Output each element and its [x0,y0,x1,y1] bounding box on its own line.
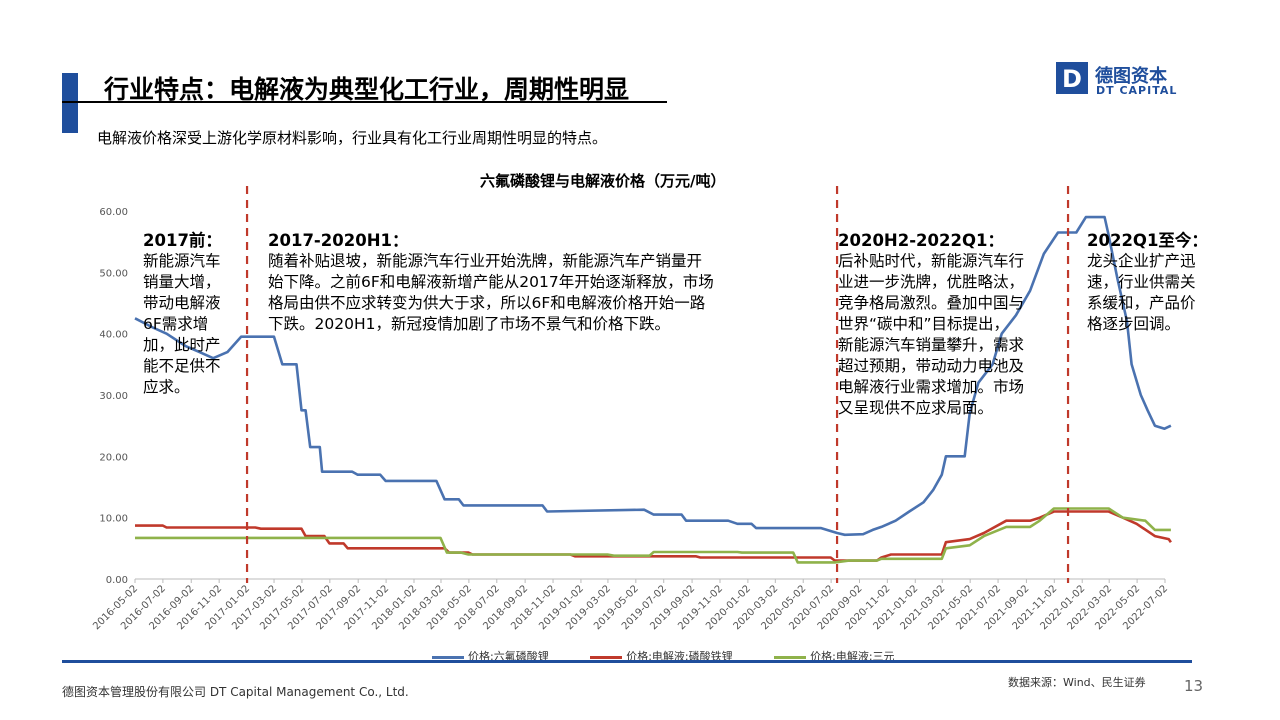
legend-swatch [774,655,807,659]
legend-swatch [590,655,623,659]
annotation-pre-2017: 2017前： 新能源汽车 销量大增， 带动电解液 6F需求增 加，此时产 能不足… [143,230,251,398]
annotation-2020h2-2022q1: 2020H2-2022Q1： 后补贴时代，新能源汽车行 业进一步洗牌，优胜略汰，… [838,230,1078,419]
company-logo: D 德图资本 DT CAPITAL [1056,62,1186,98]
legend-label: 价格:六氟磷酸锂 [468,650,549,663]
legend-swatch [432,655,464,659]
footer-divider [62,660,1192,663]
footer-company: 德图资本管理股份有限公司 DT Capital Management Co., … [62,685,409,699]
annotation-heading: 2017-2020H1： [268,231,409,250]
series-line [134,215,1172,537]
annotation-2017-2020h1: 2017-2020H1： 随着补贴退坡，新能源汽车行业开始洗牌，新能源汽车产销量… [268,230,808,335]
logo-name-en: DT CAPITAL [1096,84,1178,97]
y-tick-label: 20.00 [99,452,128,463]
legend-item-lipf6: 价格:六氟磷酸锂 [432,648,549,664]
y-tick-label: 60.00 [99,207,128,218]
annotation-body: 随着补贴退坡，新能源汽车行业开始洗牌，新能源汽车产销量开 始下降。之前6F和电解… [268,252,714,333]
header-underline [62,101,667,103]
header-accent-bar [62,73,78,133]
logo-name-cn: 德图资本 [1095,66,1167,87]
y-tick-label: 40.00 [99,330,128,341]
dt-logo-icon: D [1056,62,1088,94]
legend-item-lfp-electrolyte: 价格:电解液:磷酸铁锂 [590,648,733,664]
chart-title: 六氟磷酸锂与电解液价格（万元/吨） [480,172,726,190]
series-line [135,510,1172,562]
page-subtitle: 电解液价格深受上游化学原材料影响，行业具有化工行业周期性明显的特点。 [97,129,608,147]
legend-item-ternary-electrolyte: 价格:电解液:三元 [774,648,895,664]
annotation-2022q1-now: 2022Q1至今： 龙头企业扩产迅 速，行业供需关 系缓和，产品价 格逐步回调。 [1087,230,1227,335]
y-tick-label: 30.00 [99,391,128,402]
y-tick-label: 50.00 [99,268,128,279]
annotation-body: 新能源汽车 销量大增， 带动电解液 6F需求增 加，此时产 能不足供不 应求。 [143,252,221,396]
y-tick-label: 10.00 [99,514,128,525]
logo-mark-letter: D [1062,65,1082,93]
data-source-note: 数据来源：Wind、民生证券 [1008,676,1146,689]
annotation-heading: 2022Q1至今： [1087,231,1208,250]
legend-label: 价格:电解液:磷酸铁锂 [626,650,733,663]
page-title: 行业特点：电解液为典型化工行业，周期性明显 [104,75,630,104]
series-line [135,507,1171,564]
annotation-heading: 2017前： [143,231,222,250]
legend-label: 价格:电解液:三元 [810,650,895,663]
chart-legend: 价格:六氟磷酸锂 价格:电解液:磷酸铁锂 价格:电解液:三元 [432,648,933,664]
y-tick-label: 0.00 [106,575,128,586]
annotation-heading: 2020H2-2022Q1： [838,231,1004,250]
page-number: 13 [1184,677,1204,695]
annotation-body: 龙头企业扩产迅 速，行业供需关 系缓和，产品价 格逐步回调。 [1087,252,1196,333]
annotation-body: 后补贴时代，新能源汽车行 业进一步洗牌，优胜略汰， 竞争格局激烈。叠加中国与 世… [838,252,1025,417]
